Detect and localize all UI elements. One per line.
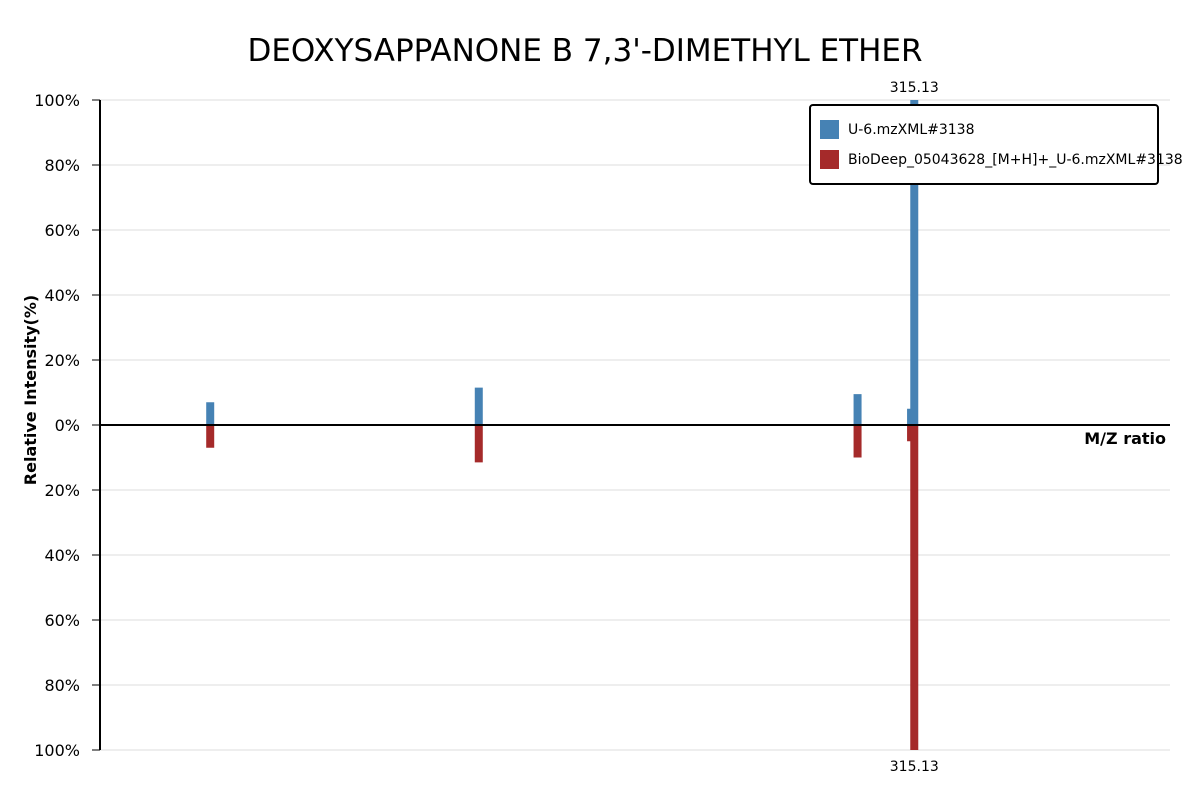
peak-label: 315.13 bbox=[890, 80, 939, 96]
reference-peak-bar bbox=[206, 425, 215, 448]
reference-peak-bar bbox=[853, 425, 862, 458]
reference-peak-bar bbox=[474, 425, 483, 463]
y-tick-label: 60% bbox=[44, 221, 80, 240]
legend-swatch-query bbox=[820, 120, 839, 139]
y-tick-labels: 100% 80% 60% 40% 20% 0% 20% 40% 60% 80% 100% bbox=[34, 91, 100, 760]
legend-label-reference: BioDeep_05043628_[M+H]+_U-6.mzXML#3138 bbox=[848, 152, 1183, 168]
reference-peak-bar bbox=[910, 425, 919, 750]
x-axis-label: M/Z ratio bbox=[1084, 429, 1166, 448]
grid-lines bbox=[100, 99, 1170, 751]
spectrum-bars bbox=[206, 100, 919, 750]
peak-labels: 315.13 315.13 bbox=[890, 80, 939, 775]
y-axis-label: Relative Intensity(%) bbox=[21, 295, 40, 485]
chart-legend: U-6.mzXML#3138 BioDeep_05043628_[M+H]+_U… bbox=[809, 104, 1183, 185]
legend-label-query: U-6.mzXML#3138 bbox=[848, 122, 974, 138]
query-peak-bar bbox=[206, 402, 215, 425]
chart-title: DEOXYSAPPANONE B 7,3'-DIMETHYL ETHER bbox=[247, 33, 922, 69]
y-tick-label: 100% bbox=[34, 91, 80, 110]
y-tick-label: 0% bbox=[55, 416, 80, 435]
y-tick-label: 20% bbox=[44, 481, 80, 500]
query-peak-bar bbox=[853, 394, 862, 425]
y-tick-label: 100% bbox=[34, 741, 80, 760]
y-tick-label: 40% bbox=[44, 546, 80, 565]
query-peak-bar bbox=[910, 100, 919, 425]
y-tick-label: 60% bbox=[44, 611, 80, 630]
y-tick-label: 80% bbox=[44, 156, 80, 175]
peak-label: 315.13 bbox=[890, 759, 939, 775]
y-tick-label: 20% bbox=[44, 351, 80, 370]
y-tick-label: 40% bbox=[44, 286, 80, 305]
query-peak-bar bbox=[474, 387, 483, 425]
legend-box bbox=[809, 104, 1159, 185]
y-tick-label: 80% bbox=[44, 676, 80, 695]
legend-swatch-reference bbox=[820, 150, 839, 169]
